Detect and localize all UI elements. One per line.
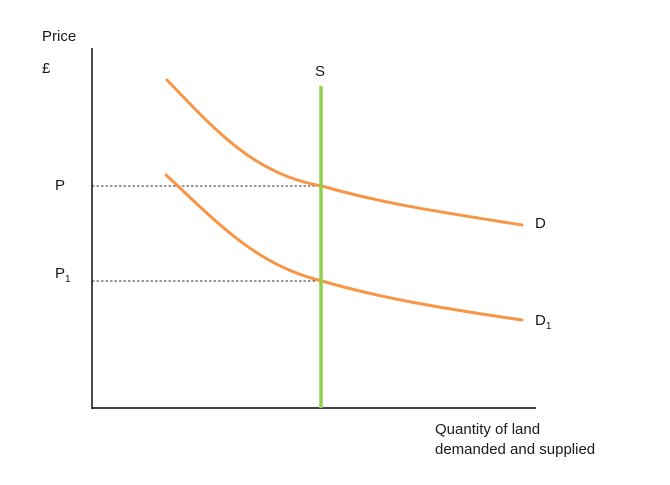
x-axis-label-line-1: Quantity of land <box>435 421 540 438</box>
x-axis-label-line-2: demanded and supplied <box>435 441 595 458</box>
price-label-p1: P1 <box>55 265 71 285</box>
series-label-d: D <box>535 215 546 232</box>
price-label-p: P <box>55 177 65 194</box>
demand-curve-d1 <box>164 173 524 322</box>
y-axis-label: Price <box>42 28 76 45</box>
series-label-s: S <box>315 63 325 80</box>
demand-curve-d <box>165 78 524 227</box>
series-label-d1: D1 <box>535 312 552 332</box>
y-axis-unit: £ <box>42 60 51 77</box>
